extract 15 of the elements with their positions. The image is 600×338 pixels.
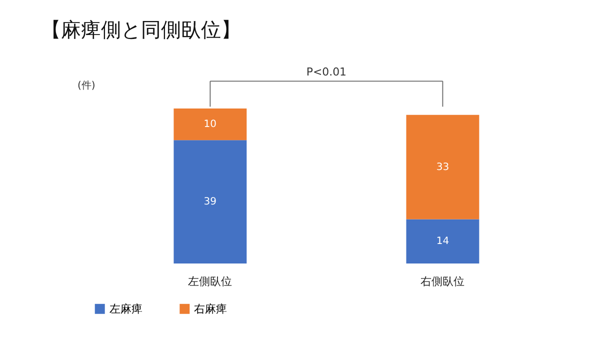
x-tick-label: 左側臥位 — [188, 274, 232, 288]
y-axis-title: (件) — [78, 80, 96, 92]
x-tick-label: 右側臥位 — [420, 274, 465, 288]
bar — [406, 114, 480, 220]
bar — [174, 108, 247, 140]
legend-label: 左麻痺 — [109, 302, 142, 316]
bar — [406, 219, 480, 264]
chart-title: 【麻痺側と同側臥位】 — [41, 17, 242, 42]
text: P<0.01 — [306, 66, 347, 79]
data-label: 33 — [436, 162, 450, 173]
data-label: 14 — [436, 236, 450, 248]
legend-label: 右麻痺 — [194, 302, 228, 316]
data-label: 10 — [204, 119, 217, 130]
data-label: 39 — [204, 196, 217, 208]
bar — [174, 140, 247, 264]
